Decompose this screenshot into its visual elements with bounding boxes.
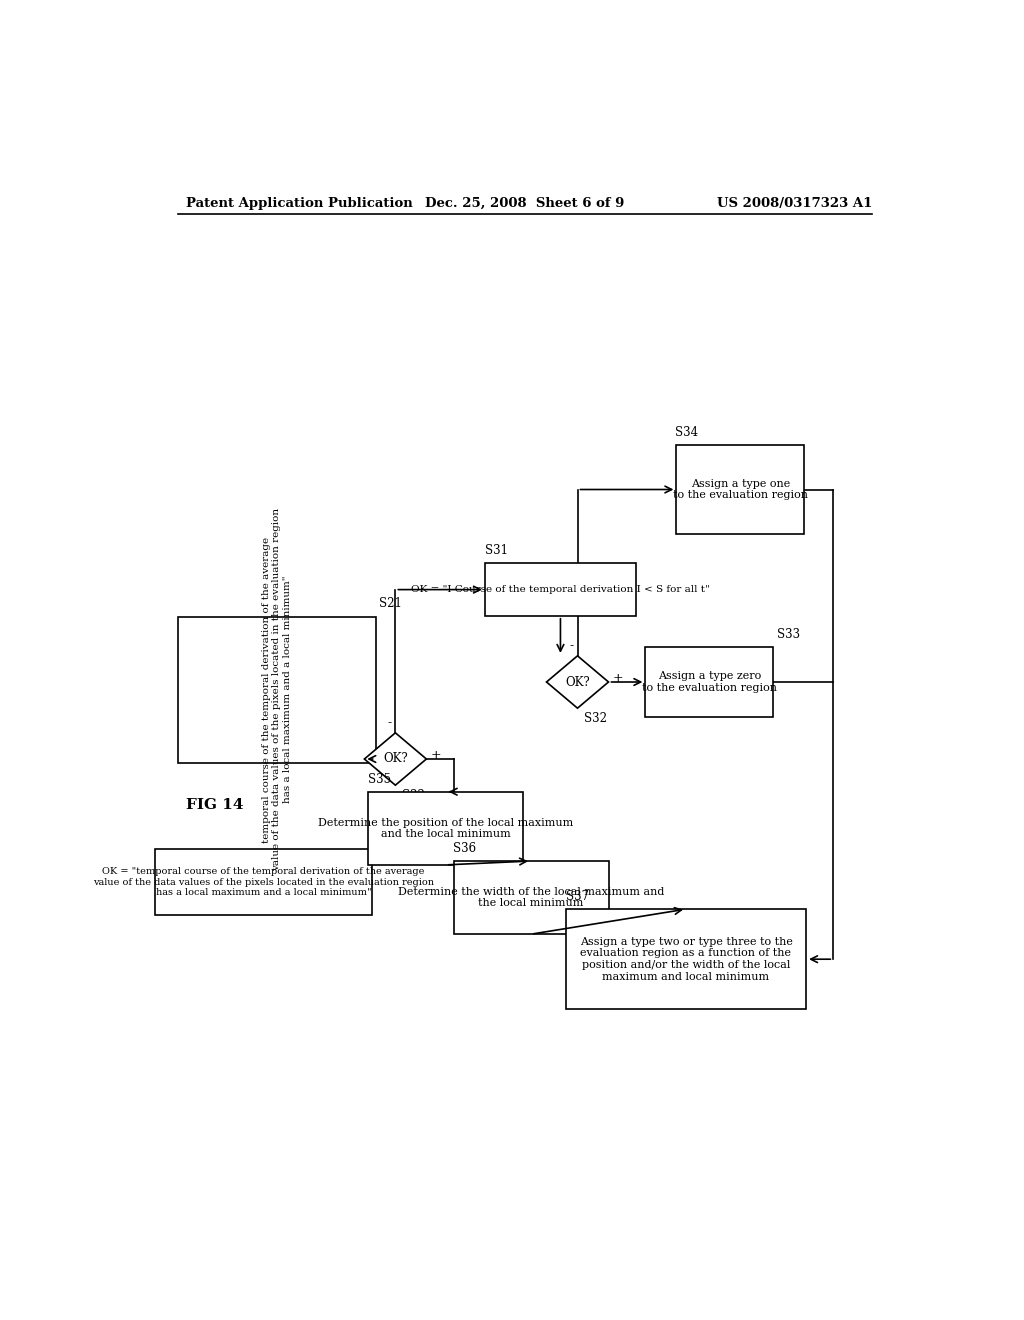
Text: Determine the position of the local maximum
and the local minimum: Determine the position of the local maxi… [318, 817, 573, 840]
Text: OK?: OK? [565, 676, 590, 689]
Bar [454, 861, 608, 935]
Text: S31: S31 [485, 544, 508, 557]
Text: S33: S33 [777, 628, 800, 642]
Polygon shape [365, 733, 426, 785]
Text: Dec. 25, 2008  Sheet 6 of 9: Dec. 25, 2008 Sheet 6 of 9 [425, 197, 625, 210]
Text: -: - [387, 715, 391, 729]
Text: S35: S35 [369, 772, 391, 785]
Text: US 2008/0317323 A1: US 2008/0317323 A1 [717, 197, 872, 210]
Text: Patent Application Publication: Patent Application Publication [186, 197, 413, 210]
Text: Assign a type zero
to the evaluation region: Assign a type zero to the evaluation reg… [642, 671, 777, 693]
Text: Assign a type two or type three to the
evaluation region as a function of the
po: Assign a type two or type three to the e… [580, 937, 793, 982]
Bar [645, 647, 773, 717]
Bar [676, 445, 804, 533]
Text: FIG 14: FIG 14 [186, 799, 244, 812]
Text: S36: S36 [454, 842, 476, 855]
Text: S32: S32 [584, 711, 606, 725]
Bar [155, 850, 372, 915]
Text: Determine the width of the local maximum and
the local minimum: Determine the width of the local maximum… [397, 887, 665, 908]
Text: OK = "temporal course of the temporal derivation of the average
value of the dat: OK = "temporal course of the temporal de… [93, 867, 434, 898]
Bar [178, 616, 376, 763]
Text: S21: S21 [379, 598, 401, 610]
Text: OK = "I Course of the temporal derivation I < S for all t": OK = "I Course of the temporal derivatio… [411, 585, 710, 594]
Text: S22: S22 [401, 789, 425, 803]
Text: +: + [430, 748, 441, 762]
Text: S37: S37 [566, 890, 589, 903]
Text: temporal course of the temporal derivation of the average
value of the data valu: temporal course of the temporal derivati… [262, 508, 292, 871]
Bar [369, 792, 523, 865]
Text: S34: S34 [675, 426, 698, 440]
Text: OK?: OK? [383, 752, 408, 766]
Text: +: + [612, 672, 623, 685]
Polygon shape [547, 656, 608, 708]
Text: Assign a type one
to the evaluation region: Assign a type one to the evaluation regi… [673, 479, 808, 500]
Bar [485, 564, 636, 615]
Bar [566, 909, 806, 1010]
Text: -: - [569, 639, 573, 652]
